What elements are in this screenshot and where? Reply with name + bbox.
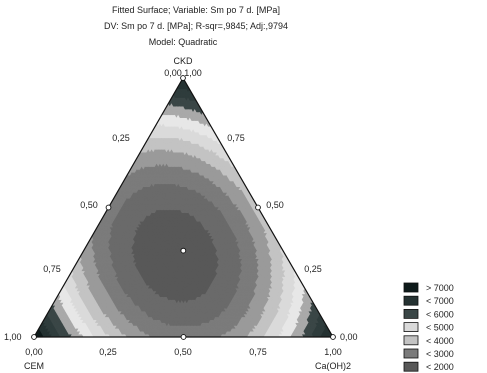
bottom-tick-label: 1,00 [324,347,342,357]
corner-label-left: 1,00 [4,332,22,342]
design-point [330,334,336,340]
design-point [255,204,261,211]
design-point [180,247,187,254]
component-label-left: CEM [24,361,44,371]
contour-band [108,183,243,327]
chart-title-line-1: Fitted Surface; Variable: Sm po 7 d. [MP… [112,5,280,15]
contour-band [131,209,219,304]
corner-label-top: 0,00 1,00 [164,68,202,78]
component-label-right: Ca(OH)2 [315,361,351,371]
legend-swatch [403,282,419,293]
corner-label-right: 0,00 [340,332,358,342]
legend-swatch [403,348,419,359]
bottom-tick-label: 0,00 [25,347,43,357]
bottom-tick-label: 0,75 [249,347,267,357]
legend-label: < 6000 [426,309,454,319]
chart-title-line-3: Model: Quadratic [149,37,218,47]
component-label-top: CKD [173,56,193,66]
design-point [180,75,186,81]
right-side-tick-label: 0,50 [266,200,284,210]
left-side-tick-label: 0,25 [112,133,130,143]
legend-swatch [403,295,419,306]
legend-swatch [403,361,419,372]
legend-label: < 2000 [426,362,454,372]
legend: > 7000 < 7000 < 6000 < 5000 < 4000 < 3000 < 20… [403,282,454,372]
legend-label: < 4000 [426,336,454,346]
left-side-tick-label: 0,75 [43,264,61,274]
contour-band [71,137,286,337]
chart-title-line-2: DV: Sm po 7 d. [MPa]; R-sqr=,9845; Adj:,… [104,21,288,31]
legend-label: < 7000 [426,296,454,306]
design-point [105,204,112,211]
design-point [31,334,37,340]
legend-label: < 5000 [426,323,454,333]
legend-label: > 7000 [426,283,454,293]
legend-swatch [403,335,419,346]
legend-label: < 3000 [426,349,454,359]
design-points [31,75,336,340]
right-side-tick-label: 0,25 [304,264,322,274]
right-side-tick-label: 0,75 [227,133,245,143]
design-point [180,334,187,340]
contour-band [58,114,306,337]
legend-swatch [403,308,419,319]
contour-surface [34,78,333,337]
legend-swatch [403,322,419,333]
bottom-tick-label: 0,25 [99,347,117,357]
contour-band [38,80,332,337]
left-side-tick-label: 0,50 [80,200,98,210]
bottom-tick-label: 0,50 [174,347,192,357]
